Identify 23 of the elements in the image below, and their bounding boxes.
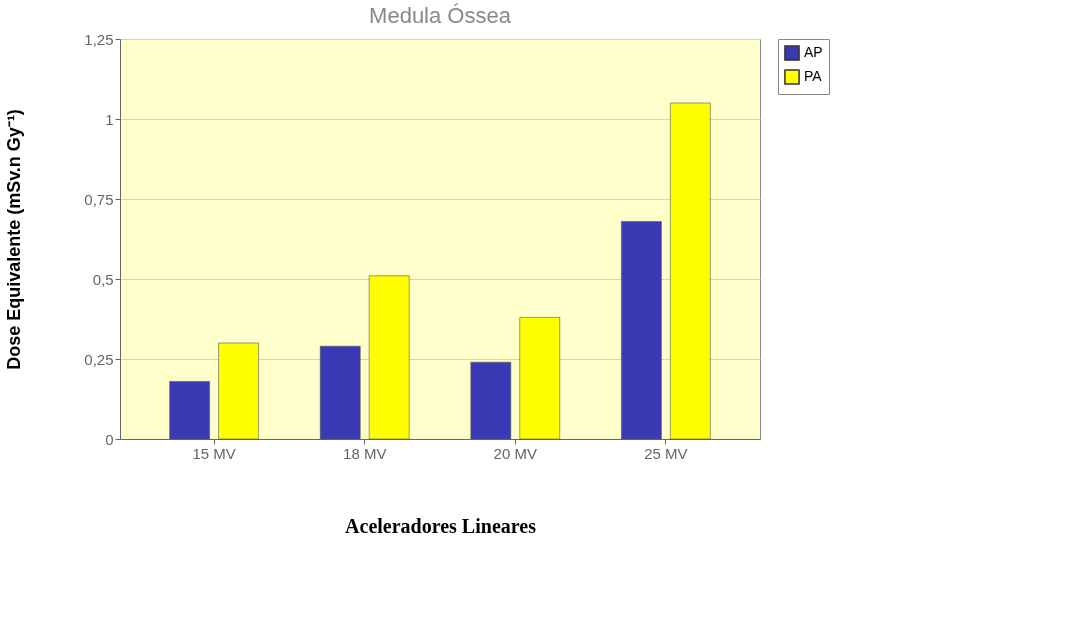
y-axis-title: Dose Equivalente (mSv.n Gy⁻¹): [4, 109, 25, 370]
bar: [519, 317, 561, 440]
bar: [218, 342, 259, 440]
x-tick-label: 15 MV: [192, 444, 236, 462]
legend-label: PA: [804, 68, 823, 84]
chart-title: Medula Óssea: [369, 3, 512, 28]
bar: [169, 381, 210, 440]
bar: [621, 221, 662, 440]
y-tick-label: 0: [105, 430, 114, 448]
y-tick-label: 0,25: [84, 350, 114, 368]
x-tick-label: 25 MV: [644, 444, 688, 462]
bar: [670, 102, 711, 440]
x-axis-title: Aceleradores Lineares: [345, 514, 537, 537]
bar: [319, 345, 361, 440]
y-tick-label: 0,75: [84, 190, 114, 208]
y-tick-label: 1: [105, 110, 114, 128]
bar: [470, 361, 512, 440]
x-tick-label: 18 MV: [343, 444, 387, 462]
x-tick-label: 20 MV: [493, 444, 537, 462]
y-tick-label: 0,5: [92, 270, 114, 288]
legend-label: AP: [804, 44, 823, 60]
bar: [368, 275, 410, 440]
y-tick-label: 1,25: [84, 30, 114, 48]
